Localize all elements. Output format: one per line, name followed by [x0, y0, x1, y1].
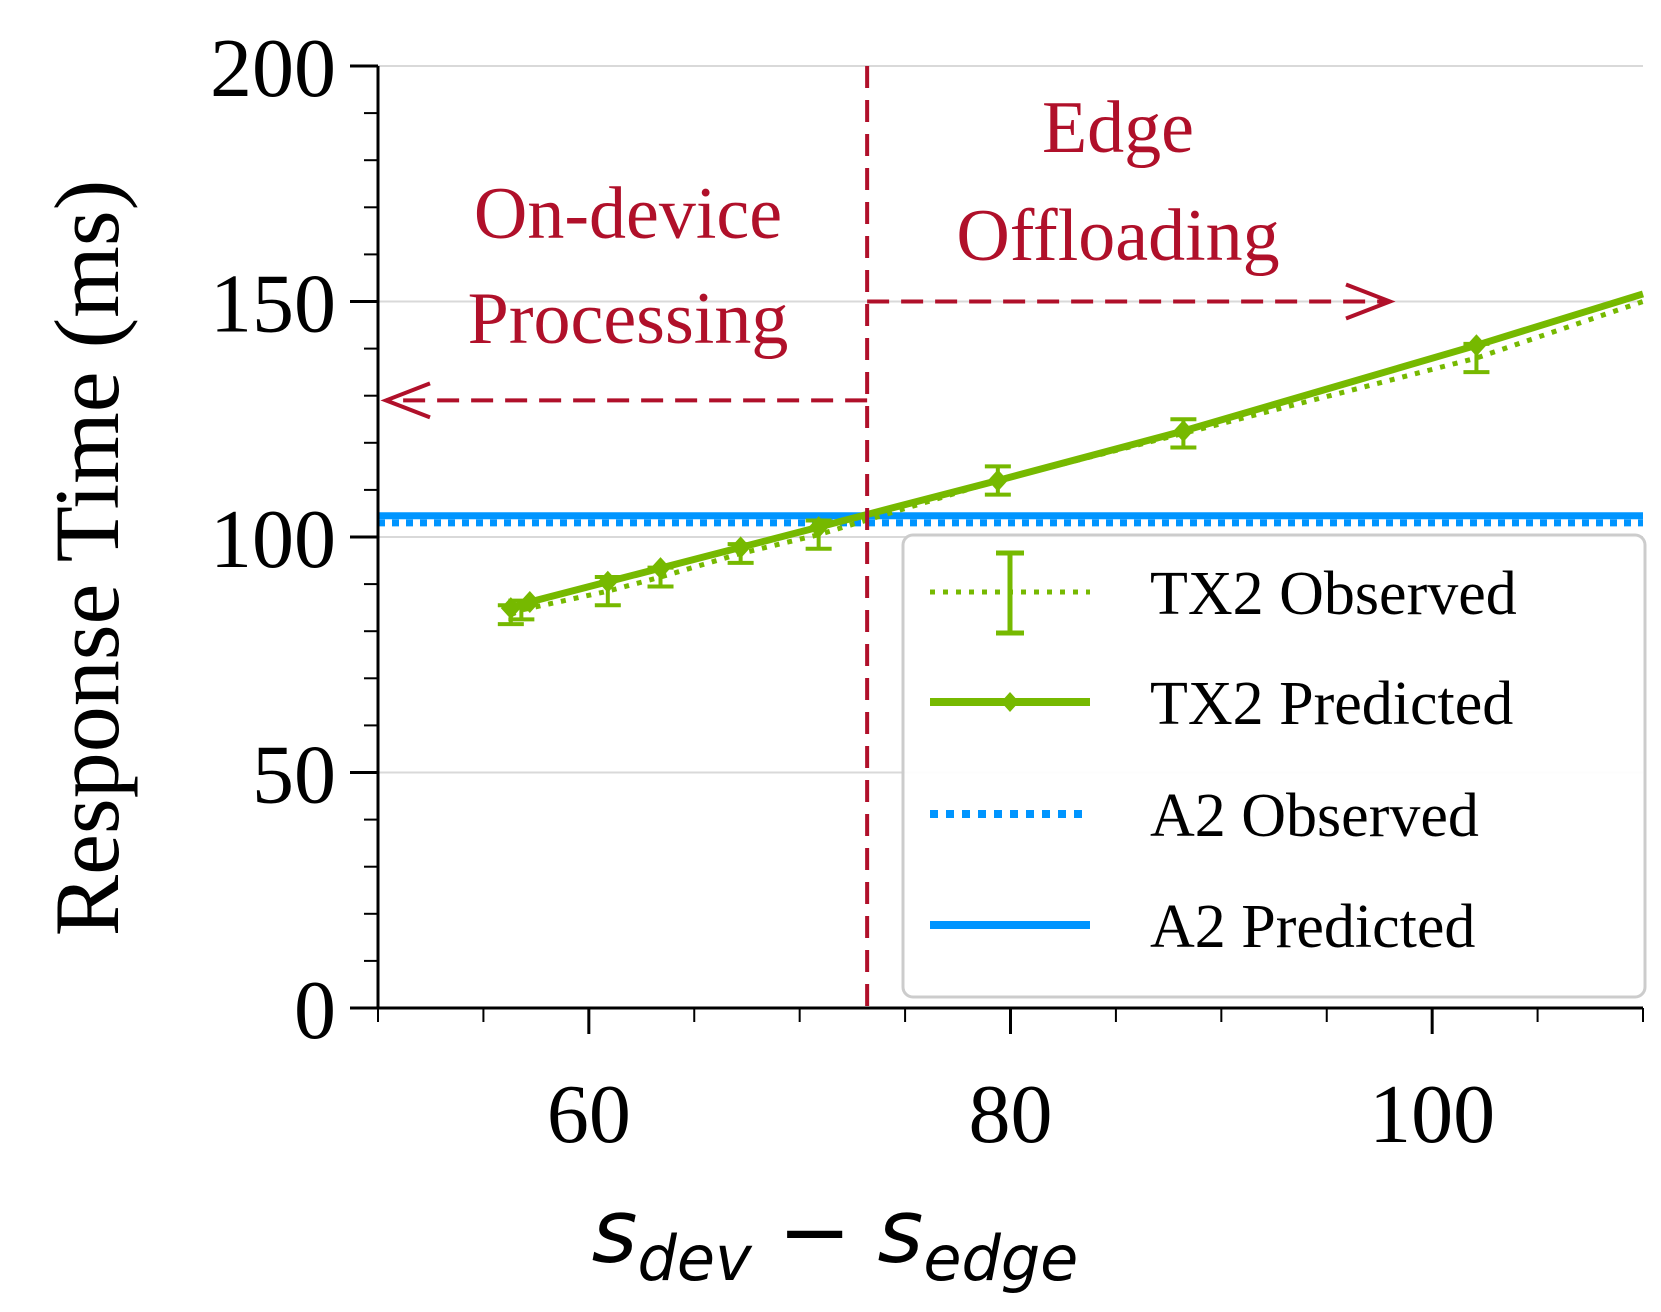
legend-label-tx2-observed: TX2 Observed: [1150, 560, 1517, 628]
y-tick-label-100: 100: [210, 493, 336, 586]
legend-label-a2-observed: A2 Observed: [1150, 782, 1479, 850]
annotations-layer: [380, 66, 1396, 1008]
series-tx2-observed-line: [509, 299, 1644, 617]
legend: TX2 Observed TX2 Predicted A2 Observed A…: [901, 533, 1647, 999]
legend-label-a2-predicted: A2 Predicted: [1150, 893, 1475, 961]
tx2-predicted-marker-7: [1173, 420, 1194, 443]
series-layer: [378, 290, 1645, 627]
legend-item-tx2-predicted: TX2 Predicted: [930, 670, 1513, 738]
axes: 0 50 100 150 200 60 80 100: [210, 22, 1644, 1161]
legend-item-tx2-observed: TX2 Observed: [930, 550, 1517, 636]
tx2-predicted-marker-0: [500, 597, 521, 620]
x-tick-label-100: 100: [1369, 1068, 1495, 1161]
tx2-predicted-marker-5: [808, 516, 829, 539]
x-label-sub2: edge: [923, 1222, 1078, 1295]
x-tick-label-60: 60: [547, 1068, 631, 1161]
annotation-left-line2: Processing: [468, 278, 789, 360]
annotation-right-line2: Offloading: [956, 195, 1279, 277]
legend-item-a2-predicted: A2 Predicted: [930, 893, 1475, 961]
legend-swatch-tx2-predicted-marker: [1001, 692, 1019, 712]
tx2-predicted-marker-6: [987, 469, 1008, 492]
right-arrow-head: [1345, 282, 1396, 321]
legend-label-tx2-predicted: TX2 Predicted: [1150, 670, 1513, 738]
x-label-base1: s: [592, 1180, 638, 1283]
y-tick-label-0: 0: [294, 964, 336, 1057]
x-axis-label: sdev − sedge: [592, 1180, 1079, 1295]
series-tx2-predicted-line: [509, 290, 1645, 612]
tx2-predicted-marker-4: [730, 536, 751, 559]
tx2-predicted-marker-1: [519, 590, 540, 613]
y-axis-label: Response Time (ms): [36, 180, 138, 937]
annotation-left-line1: On-device: [474, 173, 782, 255]
legend-box: [901, 533, 1647, 999]
legend-item-a2-observed: A2 Observed: [930, 782, 1479, 850]
left-arrow-head: [380, 381, 431, 420]
x-label-base2: s: [877, 1180, 923, 1283]
tx2-predicted-marker-3: [650, 557, 671, 580]
tx2-predicted-marker-2: [597, 570, 618, 593]
y-tick-label-200: 200: [210, 22, 336, 115]
x-label-sub1: dev: [638, 1222, 754, 1295]
annotation-right-line1: Edge: [1042, 87, 1194, 169]
y-tick-label-150: 150: [210, 258, 336, 351]
x-label-operator: −: [778, 1180, 852, 1283]
tx2-predicted-marker-8: [1466, 334, 1487, 357]
x-tick-label-80: 80: [969, 1068, 1053, 1161]
y-tick-label-50: 50: [252, 729, 336, 822]
